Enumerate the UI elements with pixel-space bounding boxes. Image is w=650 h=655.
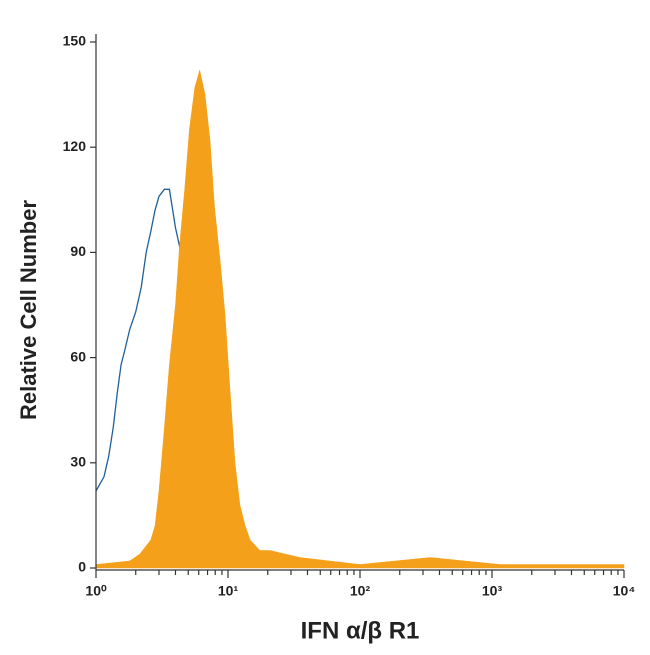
x-tick-label: 10⁰ bbox=[85, 583, 107, 599]
y-tick-label: 90 bbox=[70, 243, 86, 259]
x-tick-label: 10¹ bbox=[218, 583, 239, 599]
y-tick-label: 30 bbox=[70, 454, 86, 470]
x-tick-label: 10³ bbox=[482, 583, 503, 599]
x-axis-label: IFN α/β R1 bbox=[301, 617, 420, 644]
histogram-area bbox=[95, 70, 625, 569]
y-axis-label: Relative Cell Number bbox=[16, 200, 41, 421]
y-tick-label: 60 bbox=[70, 348, 86, 364]
y-tick-label: 0 bbox=[78, 559, 86, 575]
x-tick-label: 10² bbox=[350, 583, 371, 599]
y-tick-label: 150 bbox=[63, 33, 87, 49]
x-tick-label: 10⁴ bbox=[613, 583, 636, 599]
histogram-outline bbox=[95, 188, 182, 492]
y-tick-label: 120 bbox=[63, 138, 87, 154]
